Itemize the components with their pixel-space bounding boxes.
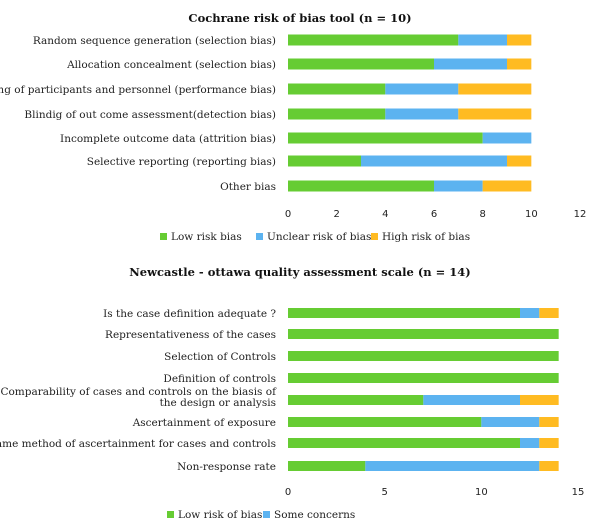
legend-label: Low risk bias <box>171 231 242 243</box>
category-label: Selective reporting (reporting bias) <box>87 156 276 168</box>
x-tick-label: 10 <box>475 487 488 498</box>
bar-segment <box>482 132 532 144</box>
x-tick-label: 0 <box>285 487 291 498</box>
bar-segment <box>520 395 559 405</box>
bar-segment <box>481 417 540 427</box>
bar-segment <box>539 417 559 427</box>
chart-title: Cochrane risk of bias tool (n = 10) <box>188 11 411 25</box>
bar-segment <box>458 83 532 95</box>
bar-segment <box>288 395 424 405</box>
legend-label: Unclear risk of bias <box>267 231 371 243</box>
bar-segment <box>507 34 532 46</box>
legend-label: Some concerns <box>274 509 355 521</box>
bar-segment <box>434 58 507 70</box>
category-label: Other bias <box>220 181 276 193</box>
bar-segment <box>539 308 559 318</box>
legend-swatch <box>371 233 378 240</box>
bar-segment <box>458 34 507 46</box>
x-tick-label: 8 <box>479 209 485 220</box>
category-label: Random sequence generation (selection bi… <box>33 35 276 47</box>
category-label: Same method of ascertainment for cases a… <box>0 438 276 450</box>
category-label: Non-response rate <box>177 461 276 473</box>
bar-segment <box>288 461 366 471</box>
category-label: Comparability of cases and controls on t… <box>0 386 277 409</box>
chart-1: Cochrane risk of bias tool (n = 10) Rando… <box>0 11 586 243</box>
bar-segment <box>507 58 532 70</box>
category-label: Ascertainment of exposure <box>132 417 276 429</box>
category-label: Is the case definition adequate ? <box>103 308 276 320</box>
category-label: Definition of controls <box>163 373 276 385</box>
bar-segment <box>539 438 559 448</box>
bar-segment <box>385 83 459 95</box>
x-tick-label: 6 <box>431 209 437 220</box>
bar-segment <box>288 180 434 192</box>
category-label: Allocation concealment (selection bias) <box>66 59 276 71</box>
bar-segment <box>434 180 483 192</box>
chart-title: Newcastle - ottawa quality assessment sc… <box>129 265 470 279</box>
bar-segment <box>288 351 559 361</box>
legend-swatch <box>167 511 174 518</box>
bar-segment <box>520 308 540 318</box>
bar-segment <box>482 180 532 192</box>
bar-segment <box>385 108 459 120</box>
x-tick-label: 4 <box>382 209 388 220</box>
bar-segment <box>288 83 386 95</box>
bar-segment <box>288 155 361 167</box>
bar-segment <box>539 461 559 471</box>
chart-2: Newcastle - ottawa quality assessment sc… <box>0 265 584 521</box>
bar-segment <box>288 34 459 46</box>
category-label: Blinding of participants and personnel (… <box>0 84 276 96</box>
legend-swatch <box>256 233 263 240</box>
bar-segment <box>365 461 540 471</box>
bar-segment <box>361 155 507 167</box>
legend-swatch <box>160 233 167 240</box>
x-tick-label: 15 <box>572 487 585 498</box>
bar-segment <box>507 155 532 167</box>
category-label: Selection of Controls <box>164 351 276 363</box>
x-tick-label: 12 <box>574 209 587 220</box>
bar-segment <box>458 108 532 120</box>
legend-swatch <box>263 511 270 518</box>
bar-segment <box>288 308 520 318</box>
bar-segment <box>288 438 520 448</box>
bar-segment <box>520 438 540 448</box>
bar-segment <box>288 132 483 144</box>
category-label: Blindig of out come assessment(detection… <box>24 109 276 121</box>
category-label: Representativeness of the cases <box>105 329 276 341</box>
legend-label: High risk of bias <box>382 231 470 243</box>
x-tick-label: 5 <box>381 487 387 498</box>
bar-segment <box>288 373 559 383</box>
bar-segment <box>288 58 434 70</box>
x-tick-label: 10 <box>525 209 538 220</box>
bar-segment <box>288 417 482 427</box>
bar-segment <box>423 395 520 405</box>
category-label: Incomplete outcome data (attrition bias) <box>60 133 276 145</box>
x-tick-label: 0 <box>285 209 291 220</box>
bar-segment <box>288 329 559 339</box>
legend-label: Low risk of bias <box>178 509 262 521</box>
bar-segment <box>288 108 386 120</box>
x-tick-label: 2 <box>333 209 339 220</box>
